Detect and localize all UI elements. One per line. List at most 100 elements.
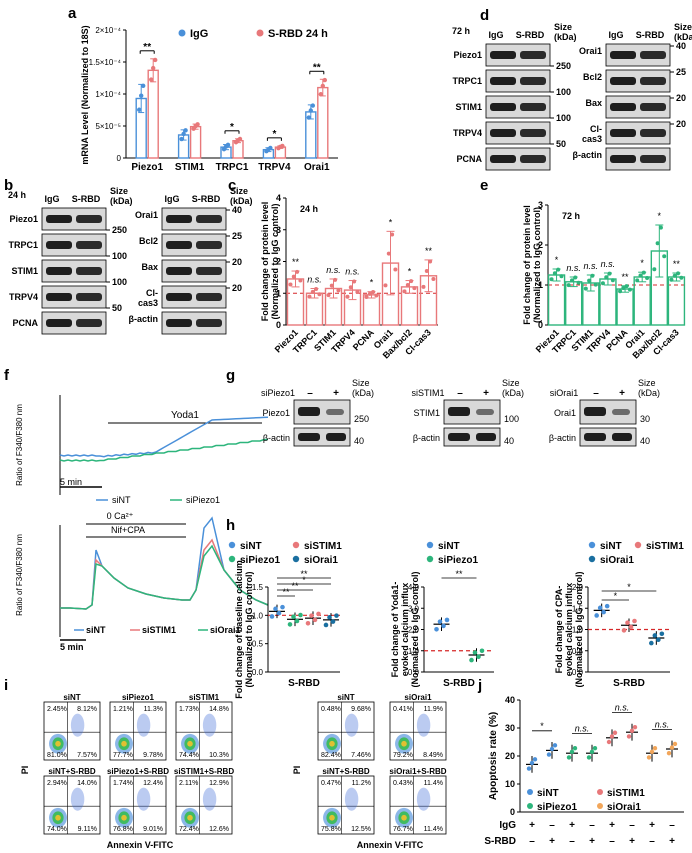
blot-band: [610, 103, 636, 111]
blot-band: [166, 293, 192, 301]
panel-label: h: [226, 517, 235, 534]
legend-swatch: [178, 29, 186, 37]
data-point: [374, 293, 379, 298]
blot-band: [196, 267, 222, 275]
data-point: [583, 286, 588, 291]
quadrant-value: 11.3%: [144, 706, 163, 713]
cell-population-peak: [121, 814, 127, 821]
blot-frame: [161, 285, 227, 309]
blot-band: [490, 155, 516, 163]
significance-label: **: [425, 246, 433, 256]
igg-sign: +: [609, 820, 615, 831]
panel-d-row-label: PCNA: [456, 154, 482, 164]
data-point: [305, 620, 311, 626]
panel-b-row-label: TRPC1: [8, 240, 38, 250]
data-point: [326, 293, 331, 298]
data-point: [576, 280, 581, 285]
igg-sign: –: [669, 820, 675, 831]
flow-plot-title: siPiezo1: [122, 693, 155, 702]
panel-d-row-label: Bcl2: [583, 72, 602, 82]
data-point: [666, 751, 672, 756]
data-point: [317, 292, 322, 297]
data-point: [597, 605, 603, 611]
data-point: [632, 618, 637, 624]
flow-plot-title: siOrai1: [404, 693, 432, 702]
data-point: [288, 282, 293, 287]
y-tick-label: 3: [538, 200, 543, 210]
x-tick-label: STIM1: [175, 162, 205, 173]
data-point: [195, 122, 200, 127]
significance-label: n.s.: [307, 274, 322, 284]
blot-frame: [161, 311, 227, 335]
data-point: [179, 136, 184, 142]
panel-label: g: [226, 367, 235, 384]
legend-swatch: [588, 541, 596, 549]
data-point: [412, 286, 417, 291]
data-point: [320, 83, 325, 89]
significance-label: n.s.: [345, 267, 360, 277]
y-tick-label: 1: [276, 288, 281, 298]
data-point: [327, 615, 332, 620]
f-bottom-y-label: Ratio of F340/F380 nm: [15, 534, 24, 616]
blot-band: [520, 77, 546, 85]
panel-d-size-header: Size(kDa): [674, 22, 692, 42]
blot-band: [326, 409, 344, 415]
data-point: [336, 288, 341, 293]
data-point: [137, 107, 142, 112]
data-point: [656, 637, 661, 642]
quadrant-value: 8.49%: [423, 752, 443, 759]
data-point: [590, 273, 595, 278]
g-kda-label: 40: [640, 436, 650, 446]
blot-band: [196, 215, 222, 223]
data-point: [601, 609, 606, 615]
data-point: [291, 614, 296, 620]
panel-b-kda-label: 100: [112, 251, 127, 261]
cell-population-peak: [55, 814, 61, 821]
legend-label: siNT: [240, 541, 262, 552]
data-point: [268, 145, 273, 151]
data-point: [444, 617, 450, 623]
data-point: [566, 755, 572, 760]
legend-label: siSTIM1: [646, 541, 684, 552]
blot-frame: [161, 233, 227, 257]
quadrant-value: 2.94%: [47, 780, 67, 787]
cell-population-apoptotic: [136, 787, 151, 811]
quadrant-value: 2.11%: [179, 780, 198, 787]
data-point: [628, 624, 634, 630]
blot-frame: [41, 233, 107, 257]
blot-band: [612, 433, 632, 441]
blot-band: [640, 103, 666, 111]
srbd-sign: +: [549, 836, 555, 847]
significance-label: *: [614, 591, 618, 601]
blot-frame: [443, 427, 501, 447]
legend-swatch: [426, 541, 434, 549]
data-point: [310, 289, 315, 294]
panel-b-row-label: PCNA: [12, 318, 38, 328]
cell-population-peak: [187, 740, 193, 747]
data-point: [280, 604, 285, 610]
cell-population-peak: [329, 814, 335, 821]
flow-plot-title: siSTIM1: [189, 693, 220, 702]
legend-label: S-RBD 24 h: [268, 28, 328, 40]
g-size-header: Size (kDa): [502, 378, 524, 398]
significance-label: *: [540, 721, 544, 731]
blot-frame: [485, 95, 551, 119]
data-point: [428, 259, 433, 264]
data-point: [669, 745, 675, 750]
data-point: [552, 743, 558, 748]
blot-band: [448, 407, 470, 416]
y-tick-label: 2.0: [572, 583, 584, 592]
data-point: [649, 749, 655, 754]
g-kda-label: 250: [354, 414, 369, 424]
blot-band: [640, 51, 666, 59]
y-tick-label: 1.5: [252, 583, 264, 592]
legend-label: IgG: [190, 28, 208, 40]
cell-population-peak: [55, 740, 61, 747]
trace-sipiezo1: [59, 438, 268, 462]
data-point: [181, 131, 186, 137]
panel-d-row-label: Piezo1: [453, 50, 482, 60]
cell-population-apoptotic: [344, 713, 359, 737]
blot-band: [46, 241, 72, 249]
panel-d-kda-label: 100: [556, 87, 571, 97]
data-point: [434, 626, 439, 632]
